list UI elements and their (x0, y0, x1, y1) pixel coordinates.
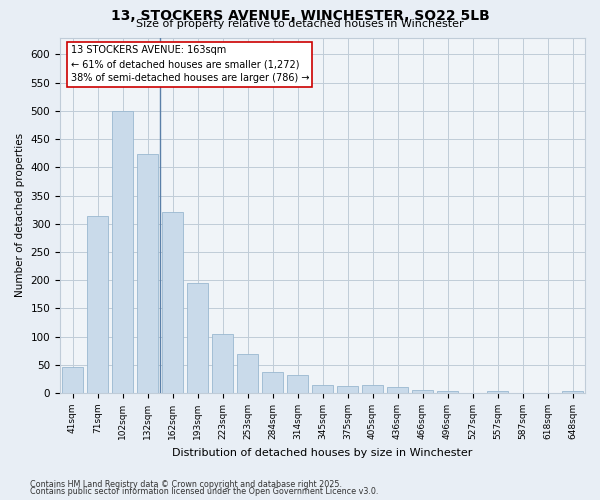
Text: Size of property relative to detached houses in Winchester: Size of property relative to detached ho… (136, 19, 464, 29)
Bar (312, 385, 333, 393)
Text: 13, STOCKERS AVENUE, WINCHESTER, SO22 5LB: 13, STOCKERS AVENUE, WINCHESTER, SO22 5L… (110, 9, 490, 23)
Bar (562, 391, 583, 393)
Bar (137, 154, 158, 393)
Bar (87, 216, 108, 393)
Bar (187, 283, 208, 393)
Bar (62, 367, 83, 393)
Bar (287, 375, 308, 393)
Text: 13 STOCKERS AVENUE: 163sqm
← 61% of detached houses are smaller (1,272)
38% of s: 13 STOCKERS AVENUE: 163sqm ← 61% of deta… (71, 46, 309, 84)
X-axis label: Distribution of detached houses by size in Winchester: Distribution of detached houses by size … (172, 448, 473, 458)
Bar (437, 391, 458, 393)
Y-axis label: Number of detached properties: Number of detached properties (15, 133, 25, 298)
Bar (262, 372, 283, 393)
Bar (412, 390, 433, 393)
Bar (337, 386, 358, 393)
Text: Contains HM Land Registry data © Crown copyright and database right 2025.: Contains HM Land Registry data © Crown c… (30, 480, 342, 489)
Bar (162, 212, 183, 393)
Bar (212, 334, 233, 393)
Bar (362, 385, 383, 393)
Bar (487, 391, 508, 393)
Bar (387, 388, 408, 393)
Bar (237, 354, 258, 393)
Text: Contains public sector information licensed under the Open Government Licence v3: Contains public sector information licen… (30, 487, 379, 496)
Bar (112, 111, 133, 393)
